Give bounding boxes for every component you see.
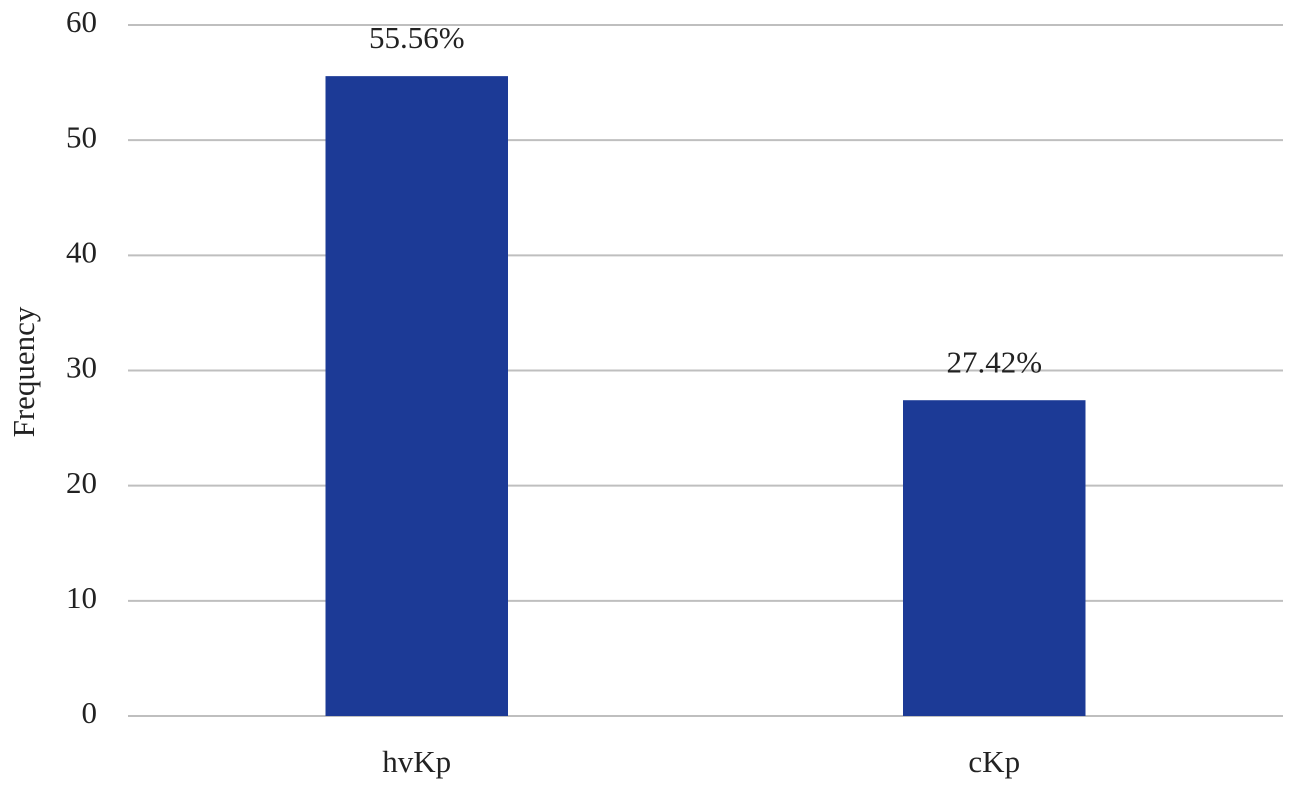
bar (903, 400, 1086, 716)
x-tick-label: cKp (968, 744, 1020, 779)
value-label: 55.56% (369, 20, 465, 55)
y-axis-title: Frequency (6, 306, 41, 437)
y-tick-label: 40 (66, 234, 97, 269)
y-tick-label: 30 (66, 350, 97, 385)
y-tick-label: 10 (66, 580, 97, 615)
y-tick-label: 60 (66, 4, 97, 39)
y-tick-label: 0 (82, 695, 98, 730)
y-tick-label: 20 (66, 465, 97, 500)
x-tick-label: hvKp (382, 744, 451, 779)
y-tick-label: 50 (66, 119, 97, 154)
value-label: 27.42% (946, 344, 1042, 379)
bar (325, 76, 508, 716)
